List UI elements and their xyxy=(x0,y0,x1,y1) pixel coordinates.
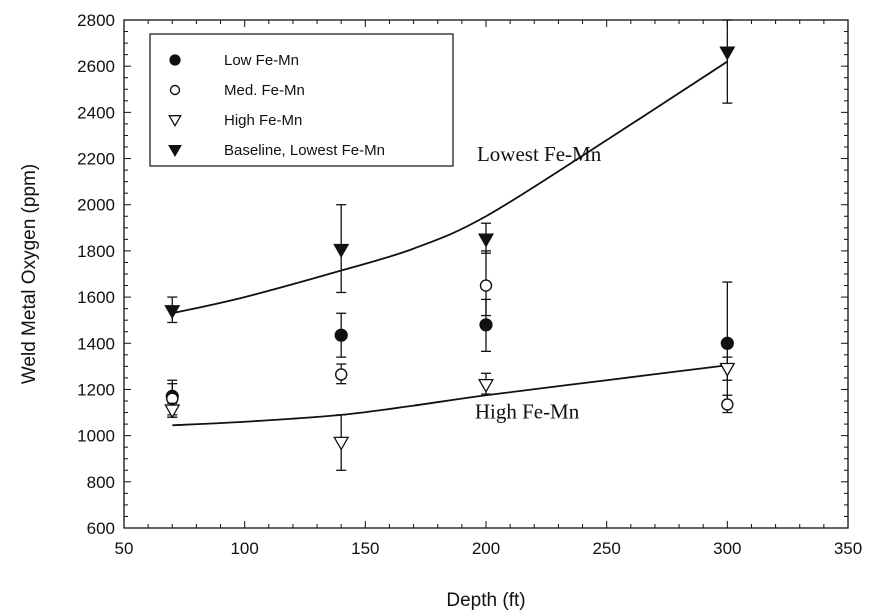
legend-box xyxy=(149,33,454,167)
legend: Low Fe-Mn Med. Fe-Mn High Fe-Mn Baseline, L… xyxy=(149,33,454,167)
fit-curve xyxy=(172,60,728,315)
legend-entry: Med. Fe-Mn xyxy=(169,82,305,99)
x-tick-label: 350 xyxy=(834,539,862,558)
marker xyxy=(164,305,181,320)
marker xyxy=(168,115,182,128)
curve-annotations: Lowest Fe-Mn High Fe-Mn xyxy=(475,142,602,423)
x-tick-label: 200 xyxy=(472,539,500,558)
legend-label: High Fe-Mn xyxy=(224,112,302,129)
marker xyxy=(479,318,493,332)
marker xyxy=(720,336,734,350)
y-tick-label: 1600 xyxy=(77,288,115,307)
axis-ticks xyxy=(123,19,849,529)
y-tick-label: 1200 xyxy=(77,380,115,399)
y-tick-label: 2600 xyxy=(77,57,115,76)
marker xyxy=(166,392,179,405)
y-tick-label: 1800 xyxy=(77,242,115,261)
series-1 xyxy=(166,250,734,416)
tick-labels: 50 100 150 200 250 300 350 600 800 1000 1200 1400 16… xyxy=(77,11,862,558)
x-tick-label: 300 xyxy=(713,539,741,558)
y-axis-label: Weld Metal Oxygen (ppm) xyxy=(19,164,40,384)
marker xyxy=(333,436,350,451)
data-points xyxy=(164,19,736,471)
marker xyxy=(477,379,495,394)
x-tick-label: 250 xyxy=(592,539,620,558)
y-tick-label: 2000 xyxy=(77,196,115,215)
x-tick-label: 50 xyxy=(115,539,134,558)
series-0 xyxy=(165,281,734,418)
legend-entry: High Fe-Mn xyxy=(168,112,302,129)
fit-curves xyxy=(172,60,728,427)
marker xyxy=(477,233,495,248)
x-tick-label: 100 xyxy=(230,539,258,558)
marker xyxy=(164,404,181,419)
series-3 xyxy=(164,19,736,324)
legend-entry: Low Fe-Mn xyxy=(169,52,299,69)
curve-label: Lowest Fe-Mn xyxy=(477,142,602,166)
marker xyxy=(168,145,182,158)
marker xyxy=(335,368,348,381)
marker xyxy=(334,328,348,342)
marker xyxy=(719,362,736,377)
legend-label: Baseline, Lowest Fe-Mn xyxy=(224,142,385,159)
y-tick-label: 2400 xyxy=(77,103,115,122)
y-tick-label: 2200 xyxy=(77,150,115,169)
legend-entry: Baseline, Lowest Fe-Mn xyxy=(168,142,385,159)
curve-label: High Fe-Mn xyxy=(475,399,580,423)
legend-label: Low Fe-Mn xyxy=(224,52,299,69)
y-tick-label: 1000 xyxy=(77,427,115,446)
series-2 xyxy=(164,356,736,471)
y-tick-label: 1400 xyxy=(77,334,115,353)
fit-curve xyxy=(172,364,728,427)
y-tick-label: 800 xyxy=(87,473,115,492)
marker xyxy=(721,398,734,411)
y-tick-label: 600 xyxy=(87,519,115,538)
x-axis-label: Depth (ft) xyxy=(446,590,525,611)
marker xyxy=(719,46,736,61)
marker xyxy=(479,279,493,292)
marker xyxy=(333,243,350,258)
marker xyxy=(169,54,181,66)
legend-label: Med. Fe-Mn xyxy=(224,82,305,99)
x-tick-label: 150 xyxy=(351,539,379,558)
y-tick-label: 2800 xyxy=(77,11,115,30)
marker xyxy=(169,84,181,96)
